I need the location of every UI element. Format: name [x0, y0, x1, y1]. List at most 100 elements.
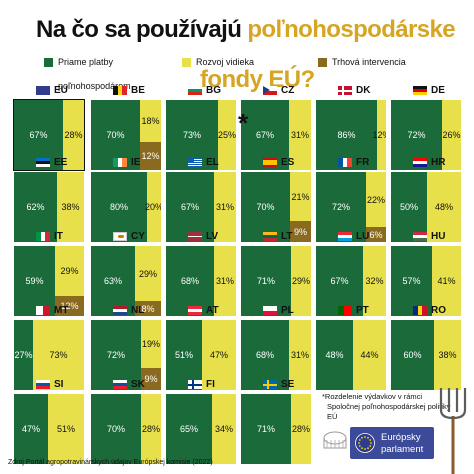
country-card-cy: CY 63% 29% 8%	[91, 231, 161, 316]
stacked-bar: 80%20%	[91, 172, 161, 242]
bar-stack-rest: 38%	[57, 172, 84, 242]
country-card-si: SI 47% 51%	[14, 379, 84, 464]
bar-segment-direct: 70%	[91, 394, 141, 464]
bar-segment-rural: 31%	[289, 100, 311, 170]
legend-label-rural: Rozvoj vidieka	[196, 57, 255, 67]
stacked-bar: 48% 44%	[316, 320, 386, 390]
country-code: EU	[54, 85, 68, 96]
bar-stack-rest: 19% 9%	[141, 320, 161, 390]
flag-icon-cy	[113, 232, 127, 241]
eu-star	[369, 439, 372, 441]
country-card-sk: SK 70% 28%	[91, 379, 161, 464]
logo-line2: parlament	[381, 444, 424, 455]
bar-segment-rural: 28%	[63, 100, 84, 170]
stacked-bar: 50% 48%	[391, 172, 461, 242]
bar-segment-market: 6%	[366, 227, 386, 242]
bar-segment-direct: 67%	[316, 246, 363, 316]
bar-stack-rest: 73%	[33, 320, 84, 390]
bar-segment-direct: 57%	[391, 246, 432, 316]
stacked-bar: 70% 28%	[91, 394, 161, 464]
country-code: EE	[54, 157, 68, 168]
bar-segment-direct: 68%	[241, 320, 289, 390]
bar-segment-rural: 73%	[33, 320, 84, 390]
bar-segment-direct: 65%	[166, 394, 212, 464]
stacked-bar: 72% 22% 6%	[316, 172, 386, 242]
page-title-line2: fondy EÚ?	[200, 66, 315, 94]
legend-label-market: Trhová intervencia	[332, 57, 406, 67]
stacked-bar: 68% 31%	[241, 320, 311, 390]
flag-icon-at	[188, 306, 202, 315]
country-card-hr: HR 50% 48%	[391, 157, 461, 242]
stacked-bar: 57% 41%	[391, 246, 461, 316]
bar-stack-rest: 12%	[373, 100, 386, 170]
bar-segment-rural: 32%	[363, 246, 386, 316]
flag-icon-pl	[263, 306, 277, 315]
country-code: NL	[131, 305, 145, 316]
flag-icon-lt	[263, 232, 277, 241]
bar-segment-rural: 31%	[214, 172, 236, 242]
bar-segment-direct: 71%	[241, 246, 291, 316]
bar-segment-direct: 60%	[391, 320, 434, 390]
bar-segment-rural: 41%	[432, 246, 461, 316]
stacked-bar: 59% 29% 12%	[14, 246, 84, 316]
country-card-lu: LU 67% 32%	[316, 231, 386, 316]
bar-segment-rural: 31%	[289, 320, 311, 390]
country-card-it: IT 59% 29% 12%	[14, 231, 84, 316]
bar-segment-direct: 48%	[316, 320, 353, 390]
flag-icon-fi	[188, 380, 202, 389]
flag-icon-dk	[338, 86, 352, 95]
bar-segment-direct: 51%	[166, 320, 202, 390]
bar-stack-rest: 25%	[218, 100, 236, 170]
country-code: BE	[131, 85, 145, 96]
country-card-fr: FR 72% 22% 6%	[316, 157, 386, 242]
flag-icon-hr	[413, 158, 427, 167]
bar-segment-direct: 63%	[91, 246, 135, 316]
bar-stack-rest: 29% 8%	[135, 246, 161, 316]
country-card-ee: EE 62% 38%	[14, 157, 84, 242]
flag-icon-ie	[113, 158, 128, 167]
bar-segment-direct: 67%	[166, 172, 214, 242]
bar-segment-rural: 51%	[48, 394, 84, 464]
bar-segment-direct: 71%	[241, 394, 291, 464]
eu-star	[367, 436, 369, 439]
flag-icon-cz	[263, 86, 277, 95]
bar-stack-rest: 22% 6%	[366, 172, 386, 242]
bar-segment-rural: 44%	[353, 320, 386, 390]
country-code: FI	[206, 379, 215, 390]
stacked-bar: 67% 31%	[166, 172, 236, 242]
country-code: AT	[206, 305, 219, 316]
country-code: BG	[206, 85, 221, 96]
bar-segment-market: 9%	[141, 368, 161, 390]
country-code: ES	[281, 157, 295, 168]
bar-segment-direct: 62%	[14, 172, 57, 242]
title-part2: poľnohospodárske	[247, 16, 455, 43]
country-card-se: SE 71% 28%	[241, 379, 311, 464]
flag-icon-ro	[413, 306, 428, 315]
footnote-line3: EÚ	[327, 412, 338, 421]
country-card-ie: IE 80%20%	[91, 157, 161, 242]
bar-stack-rest: 21% 9%	[290, 172, 311, 242]
bar-stack-rest: 29% 12%	[55, 246, 84, 316]
flag-icon-si	[36, 380, 50, 389]
bar-segment-direct: 68%	[166, 246, 214, 316]
country-code: SI	[54, 379, 64, 390]
flag-icon-nl	[113, 306, 127, 315]
european-parliament-logo: Európsky parlament	[350, 427, 434, 459]
stacked-bar: 72% 19% 9%	[91, 320, 161, 390]
country-card-bg: BG 73% 25%	[166, 85, 236, 170]
bar-stack-rest: 31%	[289, 100, 311, 170]
country-code: CZ	[281, 85, 295, 96]
bar-stack-rest: 51%	[48, 394, 84, 464]
eu-star	[358, 442, 360, 444]
eu-star	[361, 436, 363, 439]
bar-segment-market: 9%	[290, 221, 311, 242]
eu-star	[364, 436, 366, 438]
flag-icon-be	[113, 86, 128, 95]
stacked-bar: 71% 29%	[241, 246, 311, 316]
legend-swatch-market	[318, 58, 327, 67]
country-card-at: AT 51% 47%	[166, 305, 236, 390]
stacked-bar: 68% 31%	[166, 246, 236, 316]
eu-star	[358, 445, 361, 447]
stacked-bar: 71% 28%	[241, 394, 311, 464]
